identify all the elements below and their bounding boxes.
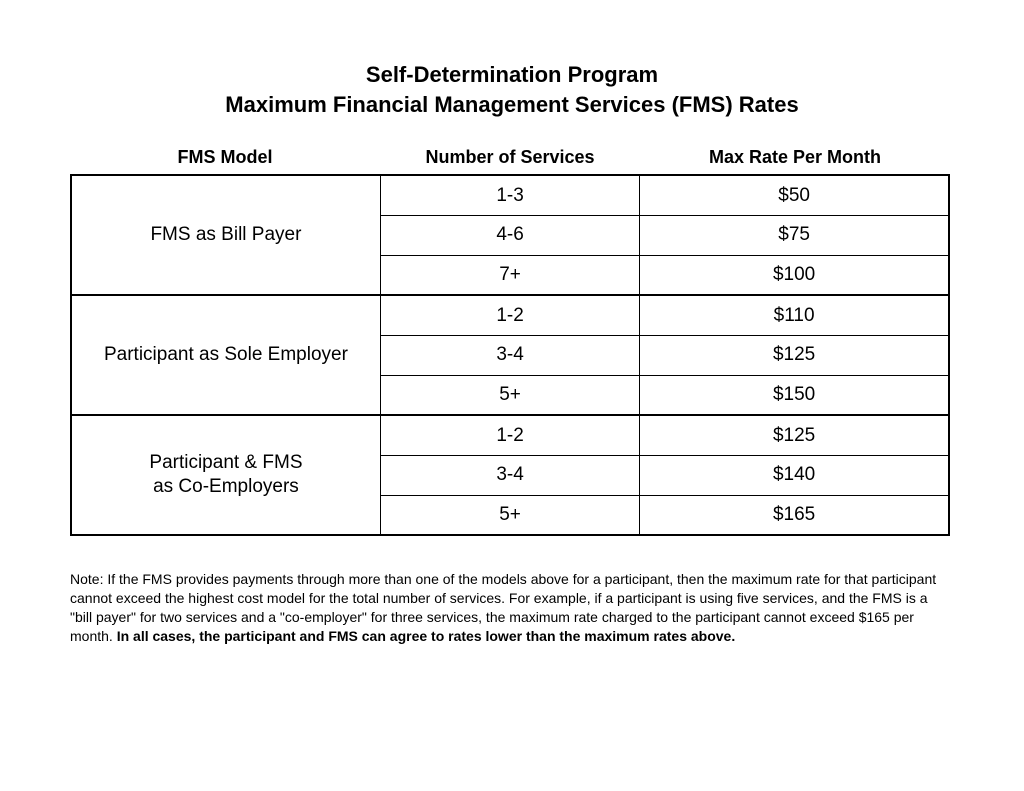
max-rate-cell: $50: [640, 175, 949, 215]
max-rate-cell: $150: [640, 375, 949, 415]
title-line-1: Self-Determination Program: [70, 60, 954, 90]
max-rate-cell: $125: [640, 415, 949, 455]
max-rate-cell: $110: [640, 295, 949, 335]
model-cell: Participant & FMSas Co-Employers: [71, 415, 380, 535]
num-services-cell: 3-4: [380, 455, 639, 495]
num-services-cell: 7+: [380, 255, 639, 295]
title-block: Self-Determination Program Maximum Finan…: [70, 60, 954, 119]
num-services-cell: 4-6: [380, 215, 639, 255]
model-cell: FMS as Bill Payer: [71, 175, 380, 295]
max-rate-cell: $140: [640, 455, 949, 495]
num-services-cell: 5+: [380, 495, 639, 535]
model-cell: Participant as Sole Employer: [71, 295, 380, 415]
header-num-services: Number of Services: [380, 147, 640, 168]
table-row: Participant as Sole Employer1-2$110: [71, 295, 949, 335]
table-row: FMS as Bill Payer1-3$50: [71, 175, 949, 215]
header-fms-model: FMS Model: [70, 147, 380, 168]
title-line-2: Maximum Financial Management Services (F…: [70, 90, 954, 120]
num-services-cell: 3-4: [380, 335, 639, 375]
rates-table-body: FMS as Bill Payer1-3$504-6$757+$100Parti…: [71, 175, 949, 535]
num-services-cell: 1-2: [380, 415, 639, 455]
max-rate-cell: $100: [640, 255, 949, 295]
num-services-cell: 1-3: [380, 175, 639, 215]
max-rate-cell: $165: [640, 495, 949, 535]
header-max-rate: Max Rate Per Month: [640, 147, 950, 168]
page: Self-Determination Program Maximum Finan…: [0, 0, 1024, 686]
note-bold: In all cases, the participant and FMS ca…: [117, 628, 736, 644]
rates-table: FMS as Bill Payer1-3$504-6$757+$100Parti…: [70, 174, 950, 536]
column-headers: FMS Model Number of Services Max Rate Pe…: [70, 147, 954, 174]
num-services-cell: 5+: [380, 375, 639, 415]
max-rate-cell: $125: [640, 335, 949, 375]
table-row: Participant & FMSas Co-Employers1-2$125: [71, 415, 949, 455]
note: Note: If the FMS provides payments throu…: [70, 570, 950, 646]
max-rate-cell: $75: [640, 215, 949, 255]
num-services-cell: 1-2: [380, 295, 639, 335]
